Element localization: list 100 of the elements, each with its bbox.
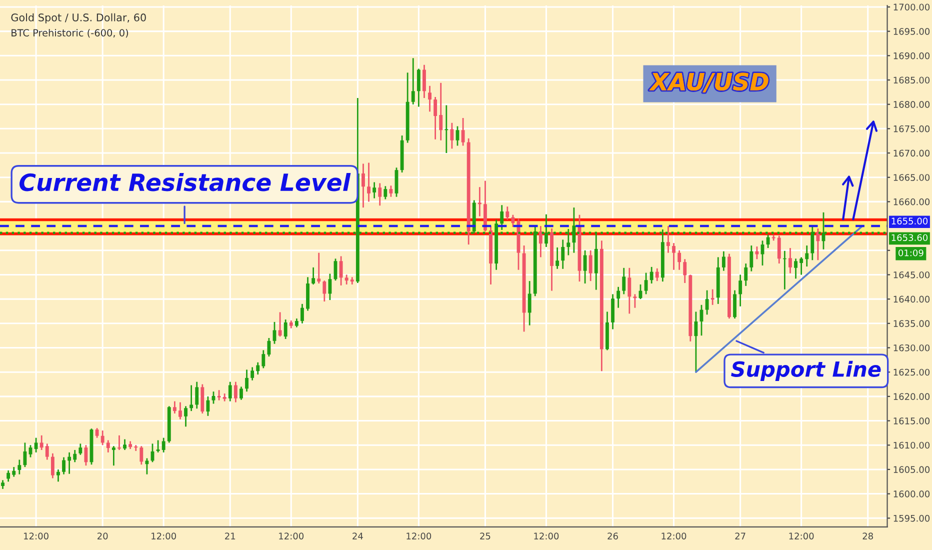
candlestick: [228, 381, 232, 402]
candlestick: [760, 240, 764, 266]
candlestick: [328, 273, 332, 301]
y-tick-label: 1625.00: [894, 368, 930, 376]
candlestick: [322, 280, 326, 302]
candlestick: [62, 456, 66, 476]
y-tick-label: 1690.00: [894, 52, 930, 60]
candlestick: [162, 437, 166, 454]
candlestick: [416, 68, 420, 108]
candlestick: [800, 256, 804, 276]
y-tick-label: 1675.00: [894, 125, 930, 132]
y-tick-label: 1635.00: [894, 320, 930, 327]
candlestick: [156, 440, 160, 454]
candlestick: [123, 438, 126, 451]
candlestick: [267, 337, 271, 358]
candlestick: [6, 470, 10, 482]
candlestick: [56, 468, 60, 482]
candlestick: [256, 362, 260, 376]
annotation: Support Line: [731, 360, 881, 382]
candlestick: [628, 267, 632, 314]
candlestick: [538, 225, 542, 258]
y-tick-label: 1630.00: [894, 344, 930, 352]
candlestick: [616, 286, 620, 309]
candlestick: [45, 442, 49, 460]
candlestick: [312, 266, 316, 286]
annotation: Current Resistance Level: [20, 172, 351, 192]
candlestick: [588, 250, 592, 282]
candlestick: [12, 466, 16, 478]
candlestick: [583, 250, 587, 284]
candlestick: [650, 266, 654, 284]
y-tick-label: 1695.00: [894, 28, 930, 35]
candlestick: [40, 434, 44, 451]
x-tick-label: 12:00: [662, 532, 686, 540]
candlestick: [134, 444, 138, 452]
candlestick: [300, 303, 304, 324]
y-tick-label: 1680.00: [894, 101, 930, 108]
candlestick: [655, 268, 659, 282]
candlestick: [750, 244, 754, 272]
candlestick: [278, 312, 282, 338]
candlestick: [195, 381, 199, 410]
candlestick: [262, 349, 266, 369]
candlestick: [272, 321, 276, 345]
text: 01:09: [898, 249, 924, 256]
candlestick: [84, 444, 88, 466]
candlestick: [372, 182, 376, 199]
candlestick: [106, 440, 110, 454]
candlestick: [506, 206, 510, 220]
candlestick: [722, 250, 726, 272]
candlestick: [744, 262, 748, 287]
text: Gold Spot / U.S. Dollar, 60: [11, 13, 146, 24]
candlestick: [678, 250, 682, 271]
candlestick: [666, 225, 670, 254]
x-tick-label: 28: [862, 532, 873, 540]
candlestick: [378, 182, 382, 206]
candlestick: [68, 452, 72, 475]
y-tick-label: 1595.00: [894, 514, 930, 522]
candlestick: [50, 452, 54, 479]
x-tick-label: 24: [352, 532, 363, 540]
y-tick-label: 1660.00: [894, 198, 930, 206]
candlestick: [100, 430, 104, 446]
candlestick: [284, 318, 288, 340]
x-tick-label: 12:00: [789, 532, 814, 540]
candlestick: [34, 437, 38, 454]
candlestick: [118, 434, 121, 451]
candlestick: [794, 258, 798, 280]
x-tick-label: 12:00: [279, 532, 304, 540]
candlestick: [317, 252, 321, 284]
ref-line-label: 1653.60: [892, 234, 928, 242]
candlestick: [755, 246, 759, 260]
candlestick: [140, 445, 144, 466]
candlestick: [184, 405, 188, 428]
candlestick: [217, 389, 221, 402]
candlestick: [788, 247, 792, 274]
candlestick: [694, 311, 698, 373]
candlestick: [738, 274, 742, 308]
y-tick-label: 1600.00: [894, 490, 930, 498]
y-tick-label: 1605.00: [894, 466, 930, 474]
candlestick: [78, 442, 82, 456]
ref-line-label: 1655.00: [892, 218, 928, 224]
candlestick: [710, 288, 714, 306]
candlestick: [428, 85, 432, 112]
candlestick: [389, 184, 393, 198]
candlestick: [384, 185, 388, 200]
y-tick-label: 1645.00: [894, 271, 930, 278]
candlestick: [212, 390, 216, 404]
candlestick: [622, 267, 626, 295]
candlestick: [422, 64, 426, 99]
annotation: XAU/USD: [649, 72, 768, 92]
x-tick-label: 12:00: [24, 532, 48, 540]
candlestick: [145, 458, 149, 476]
y-tick-label: 1670.00: [894, 150, 930, 157]
candlestick: [561, 238, 565, 270]
candlestick: [672, 242, 676, 271]
candlestick: [733, 290, 736, 320]
candlestick: [444, 104, 448, 154]
candlestick: [556, 246, 560, 270]
candlestick: [190, 384, 194, 412]
x-tick-label: 25: [480, 532, 490, 540]
text: BTC Prehistoric (-600, 0): [12, 28, 128, 38]
candlestick: [633, 294, 637, 309]
